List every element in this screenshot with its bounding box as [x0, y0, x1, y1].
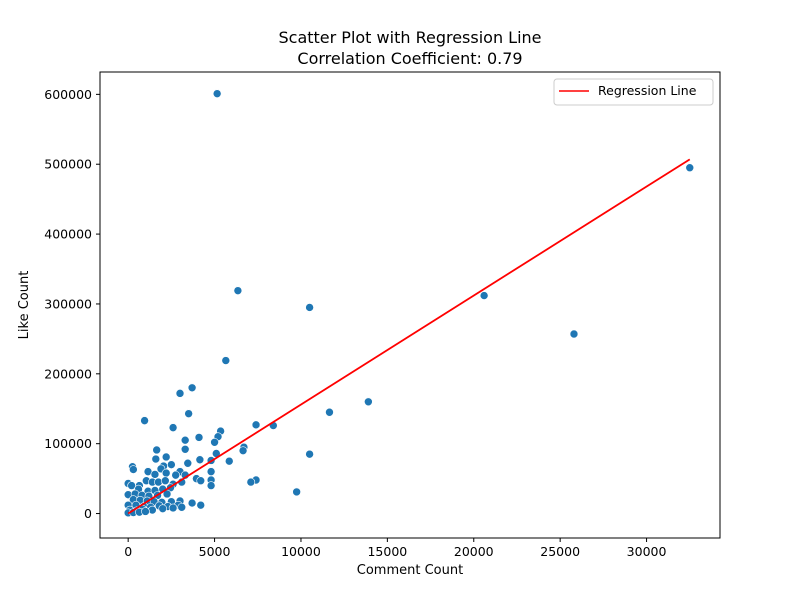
- data-point: [212, 89, 222, 98]
- regression-line: [127, 158, 691, 515]
- x-axis-label: Comment Count: [357, 563, 463, 578]
- data-point: [150, 470, 160, 479]
- data-point: [195, 455, 205, 465]
- data-point: [148, 505, 157, 515]
- data-point: [194, 433, 204, 442]
- x-tick-label: 5000: [199, 544, 231, 559]
- data-point: [206, 481, 216, 490]
- data-point: [196, 500, 206, 510]
- data-point: [187, 383, 197, 393]
- data-point: [325, 407, 334, 417]
- data-point: [183, 458, 193, 468]
- data-point: [184, 409, 193, 418]
- legend-box: [553, 78, 714, 106]
- regression-line-layer: [127, 158, 691, 515]
- legend: Regression Line: [553, 78, 714, 106]
- y-axis-label: Like Count: [17, 271, 32, 340]
- data-point: [685, 163, 695, 173]
- data-point: [364, 397, 373, 407]
- data-point: [177, 502, 187, 512]
- data-point: [292, 487, 301, 497]
- data-point: [479, 291, 489, 300]
- legend-label-regression-line: Regression Line: [598, 83, 697, 98]
- data-point: [238, 446, 248, 455]
- x-tick-label: 20000: [454, 544, 494, 559]
- data-point: [206, 467, 216, 476]
- data-point: [246, 477, 256, 487]
- x-tick-label: 10000: [281, 544, 321, 559]
- data-point: [569, 329, 579, 339]
- data-point: [161, 468, 171, 478]
- data-point: [180, 444, 190, 454]
- data-point: [152, 445, 161, 455]
- chart-subtitle: Correlation Coefficient: 0.79: [297, 49, 522, 68]
- y-tick-label: 300000: [44, 296, 92, 311]
- data-point: [168, 503, 178, 513]
- data-point: [158, 504, 168, 513]
- data-point: [161, 476, 170, 486]
- plot-frame: [99, 71, 721, 539]
- data-point: [141, 507, 150, 516]
- x-axis: 0 5000 10000 15000 20000 25000 30000: [124, 538, 666, 559]
- y-tick-label: 500000: [44, 157, 92, 172]
- x-tick-label: 30000: [627, 544, 667, 559]
- data-point: [180, 435, 190, 445]
- y-tick-label: 600000: [44, 87, 92, 102]
- data-point: [251, 420, 261, 430]
- data-point: [129, 465, 138, 474]
- data-point: [305, 303, 314, 312]
- data-point: [210, 437, 219, 447]
- data-point: [187, 498, 197, 508]
- x-tick-label: 15000: [367, 544, 407, 559]
- data-point: [233, 286, 243, 295]
- data-point: [171, 470, 180, 480]
- chart-title: Scatter Plot with Regression Line: [278, 28, 541, 47]
- data-point: [140, 416, 149, 425]
- data-point: [168, 423, 178, 432]
- y-tick-label: 100000: [44, 436, 92, 451]
- data-point: [305, 449, 314, 459]
- x-tick-label: 0: [124, 544, 132, 559]
- data-point: [151, 454, 161, 464]
- scatter-points: [123, 89, 695, 518]
- data-point: [221, 356, 231, 365]
- y-tick-label: 400000: [44, 227, 92, 242]
- data-point: [167, 460, 176, 469]
- data-point: [161, 452, 171, 462]
- data-point: [154, 477, 163, 487]
- x-tick-label: 25000: [540, 544, 580, 559]
- y-tick-label: 200000: [44, 366, 92, 381]
- y-axis: 0 100000 200000 300000 400000 500000 600000: [44, 87, 100, 521]
- data-point: [175, 389, 185, 398]
- data-point: [196, 476, 206, 486]
- y-tick-label: 0: [84, 506, 92, 521]
- data-point: [224, 456, 234, 466]
